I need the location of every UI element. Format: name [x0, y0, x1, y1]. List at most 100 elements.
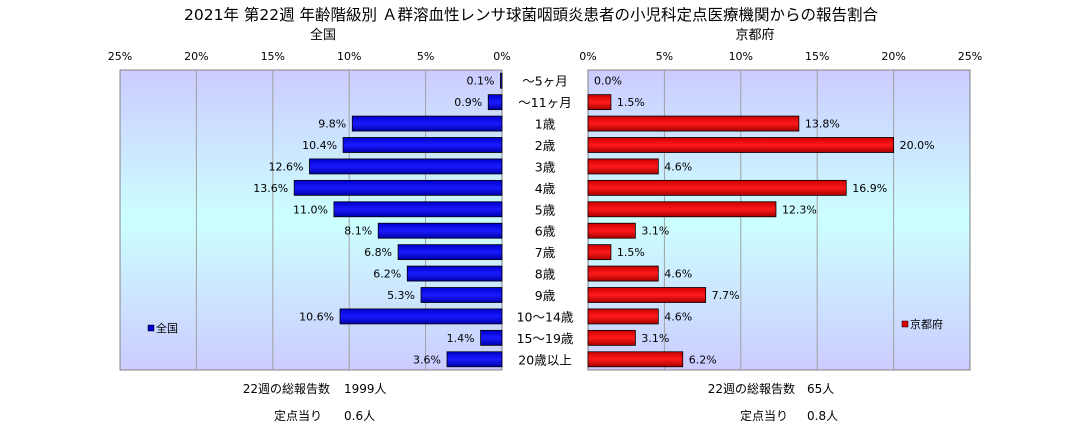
right-bar	[587, 158, 659, 175]
left-tick-label: 10%	[337, 50, 361, 63]
right-bar	[587, 115, 800, 132]
right-data-label: 13.8%	[805, 118, 840, 131]
left-data-label: 1.4%	[447, 332, 475, 345]
left-bar	[333, 201, 503, 218]
category-labels: ～5ヶ月 ～11ヶ月 1歳 2歳 3歳 4歳 5歳 6歳 7歳 8歳 9歳 10～14歳 15～19歳 2…	[517, 74, 574, 368]
right-bar	[587, 351, 684, 368]
left-data-label: 9.8%	[318, 118, 346, 131]
right-legend-swatch	[901, 320, 909, 328]
category-label: ～5ヶ月	[522, 74, 567, 89]
category-label: ～11ヶ月	[518, 95, 571, 110]
right-data-label: 1.5%	[617, 96, 645, 109]
right-data-label: 3.1%	[641, 225, 669, 238]
left-per-site-label: 定点当り	[274, 408, 322, 423]
category-label: 4歳	[535, 181, 556, 196]
left-tick-label: 25%	[108, 50, 132, 63]
left-bars: 0.1% 0.9% 9.8% 10.4% 12.6% 13.6% 11.0% 8.1% 6.8%…	[253, 72, 503, 368]
right-bar	[587, 329, 636, 346]
left-bar	[487, 94, 503, 111]
left-panel-title: 全国	[310, 27, 336, 43]
left-data-label: 0.1%	[467, 75, 495, 88]
left-axis-ticks: 25% 20% 15% 10% 5% 0%	[108, 50, 511, 63]
left-tick-label: 5%	[417, 50, 434, 63]
right-data-label: 16.9%	[852, 182, 887, 195]
left-tick-label: 15%	[261, 50, 285, 63]
category-label: 5歳	[535, 202, 556, 217]
category-label: 15～19歳	[517, 331, 574, 346]
left-data-label: 5.3%	[387, 289, 415, 302]
right-tick-label: 15%	[805, 50, 829, 63]
left-bar	[500, 72, 503, 89]
right-per-site-label: 定点当り	[740, 408, 788, 423]
right-data-label: 6.2%	[689, 353, 717, 366]
right-tick-label: 25%	[958, 50, 982, 63]
right-total-value: 65人	[807, 382, 834, 396]
right-bar	[587, 94, 612, 111]
right-tick-label: 20%	[881, 50, 905, 63]
left-tick-label: 0%	[493, 50, 510, 63]
right-bar	[587, 222, 636, 239]
left-data-label: 13.6%	[253, 182, 288, 195]
category-label: 9歳	[535, 288, 556, 303]
left-bar	[420, 287, 503, 303]
right-data-label: 4.6%	[664, 310, 692, 323]
left-data-label: 10.6%	[299, 310, 334, 323]
left-legend: 全国	[147, 321, 178, 335]
right-legend-label: 京都府	[910, 317, 943, 331]
left-bar	[293, 179, 503, 196]
left-data-label: 11.0%	[293, 203, 328, 216]
right-data-label: 7.7%	[712, 289, 740, 302]
category-label: 2歳	[535, 138, 556, 153]
right-data-label: 12.3%	[782, 203, 817, 216]
right-data-label: 4.6%	[664, 268, 692, 281]
right-bars: 0.0% 1.5% 13.8% 20.0% 4.6% 16.9% 12.3% 3.1% 1.5%…	[587, 75, 935, 368]
right-tick-label: 5%	[656, 50, 673, 63]
right-bar	[587, 308, 659, 325]
left-bar	[446, 351, 503, 368]
left-data-label: 8.1%	[344, 225, 372, 238]
left-legend-label: 全国	[156, 321, 178, 335]
right-total-label: 22週の総報告数	[708, 381, 795, 396]
right-data-label: 3.1%	[641, 332, 669, 345]
left-bar	[339, 308, 503, 325]
left-data-label: 0.9%	[454, 96, 482, 109]
right-bar	[587, 265, 659, 282]
left-bar	[377, 222, 503, 239]
right-data-label: 4.6%	[664, 160, 692, 173]
left-per-site-value: 0.6人	[344, 409, 375, 423]
left-bar	[309, 158, 503, 175]
right-data-label: 0.0%	[594, 75, 622, 88]
left-bar	[351, 115, 503, 132]
category-label: 7歳	[535, 245, 556, 260]
left-bar	[342, 137, 503, 153]
category-label: 3歳	[535, 159, 556, 174]
right-tick-label: 10%	[729, 50, 753, 63]
category-label: 6歳	[535, 224, 556, 239]
right-bar	[587, 287, 707, 303]
left-bar	[406, 265, 503, 282]
right-legend: 京都府	[901, 317, 943, 331]
right-bar	[587, 201, 777, 218]
category-label: 8歳	[535, 267, 556, 282]
left-legend-swatch	[147, 324, 155, 332]
right-data-label: 1.5%	[617, 246, 645, 259]
left-data-label: 12.6%	[269, 160, 304, 173]
right-tick-label: 0%	[579, 50, 596, 63]
right-panel-title: 京都府	[735, 28, 774, 43]
left-data-label: 6.2%	[373, 268, 401, 281]
left-data-label: 6.8%	[364, 246, 392, 259]
left-total-value: 1999人	[344, 382, 387, 396]
left-total-label: 22週の総報告数	[243, 381, 330, 396]
right-bar	[587, 179, 847, 196]
right-axis-ticks: 0% 5% 10% 15% 20% 25%	[579, 50, 982, 63]
left-data-label: 3.6%	[413, 353, 441, 366]
category-label: 1歳	[535, 117, 556, 132]
right-data-label: 20.0%	[900, 139, 935, 152]
left-bar	[397, 244, 503, 261]
category-label: 20歳以上	[518, 352, 571, 367]
right-bar	[587, 137, 895, 153]
category-label: 10～14歳	[517, 309, 574, 324]
right-per-site-value: 0.8人	[807, 409, 838, 423]
left-data-label: 10.4%	[302, 139, 337, 152]
